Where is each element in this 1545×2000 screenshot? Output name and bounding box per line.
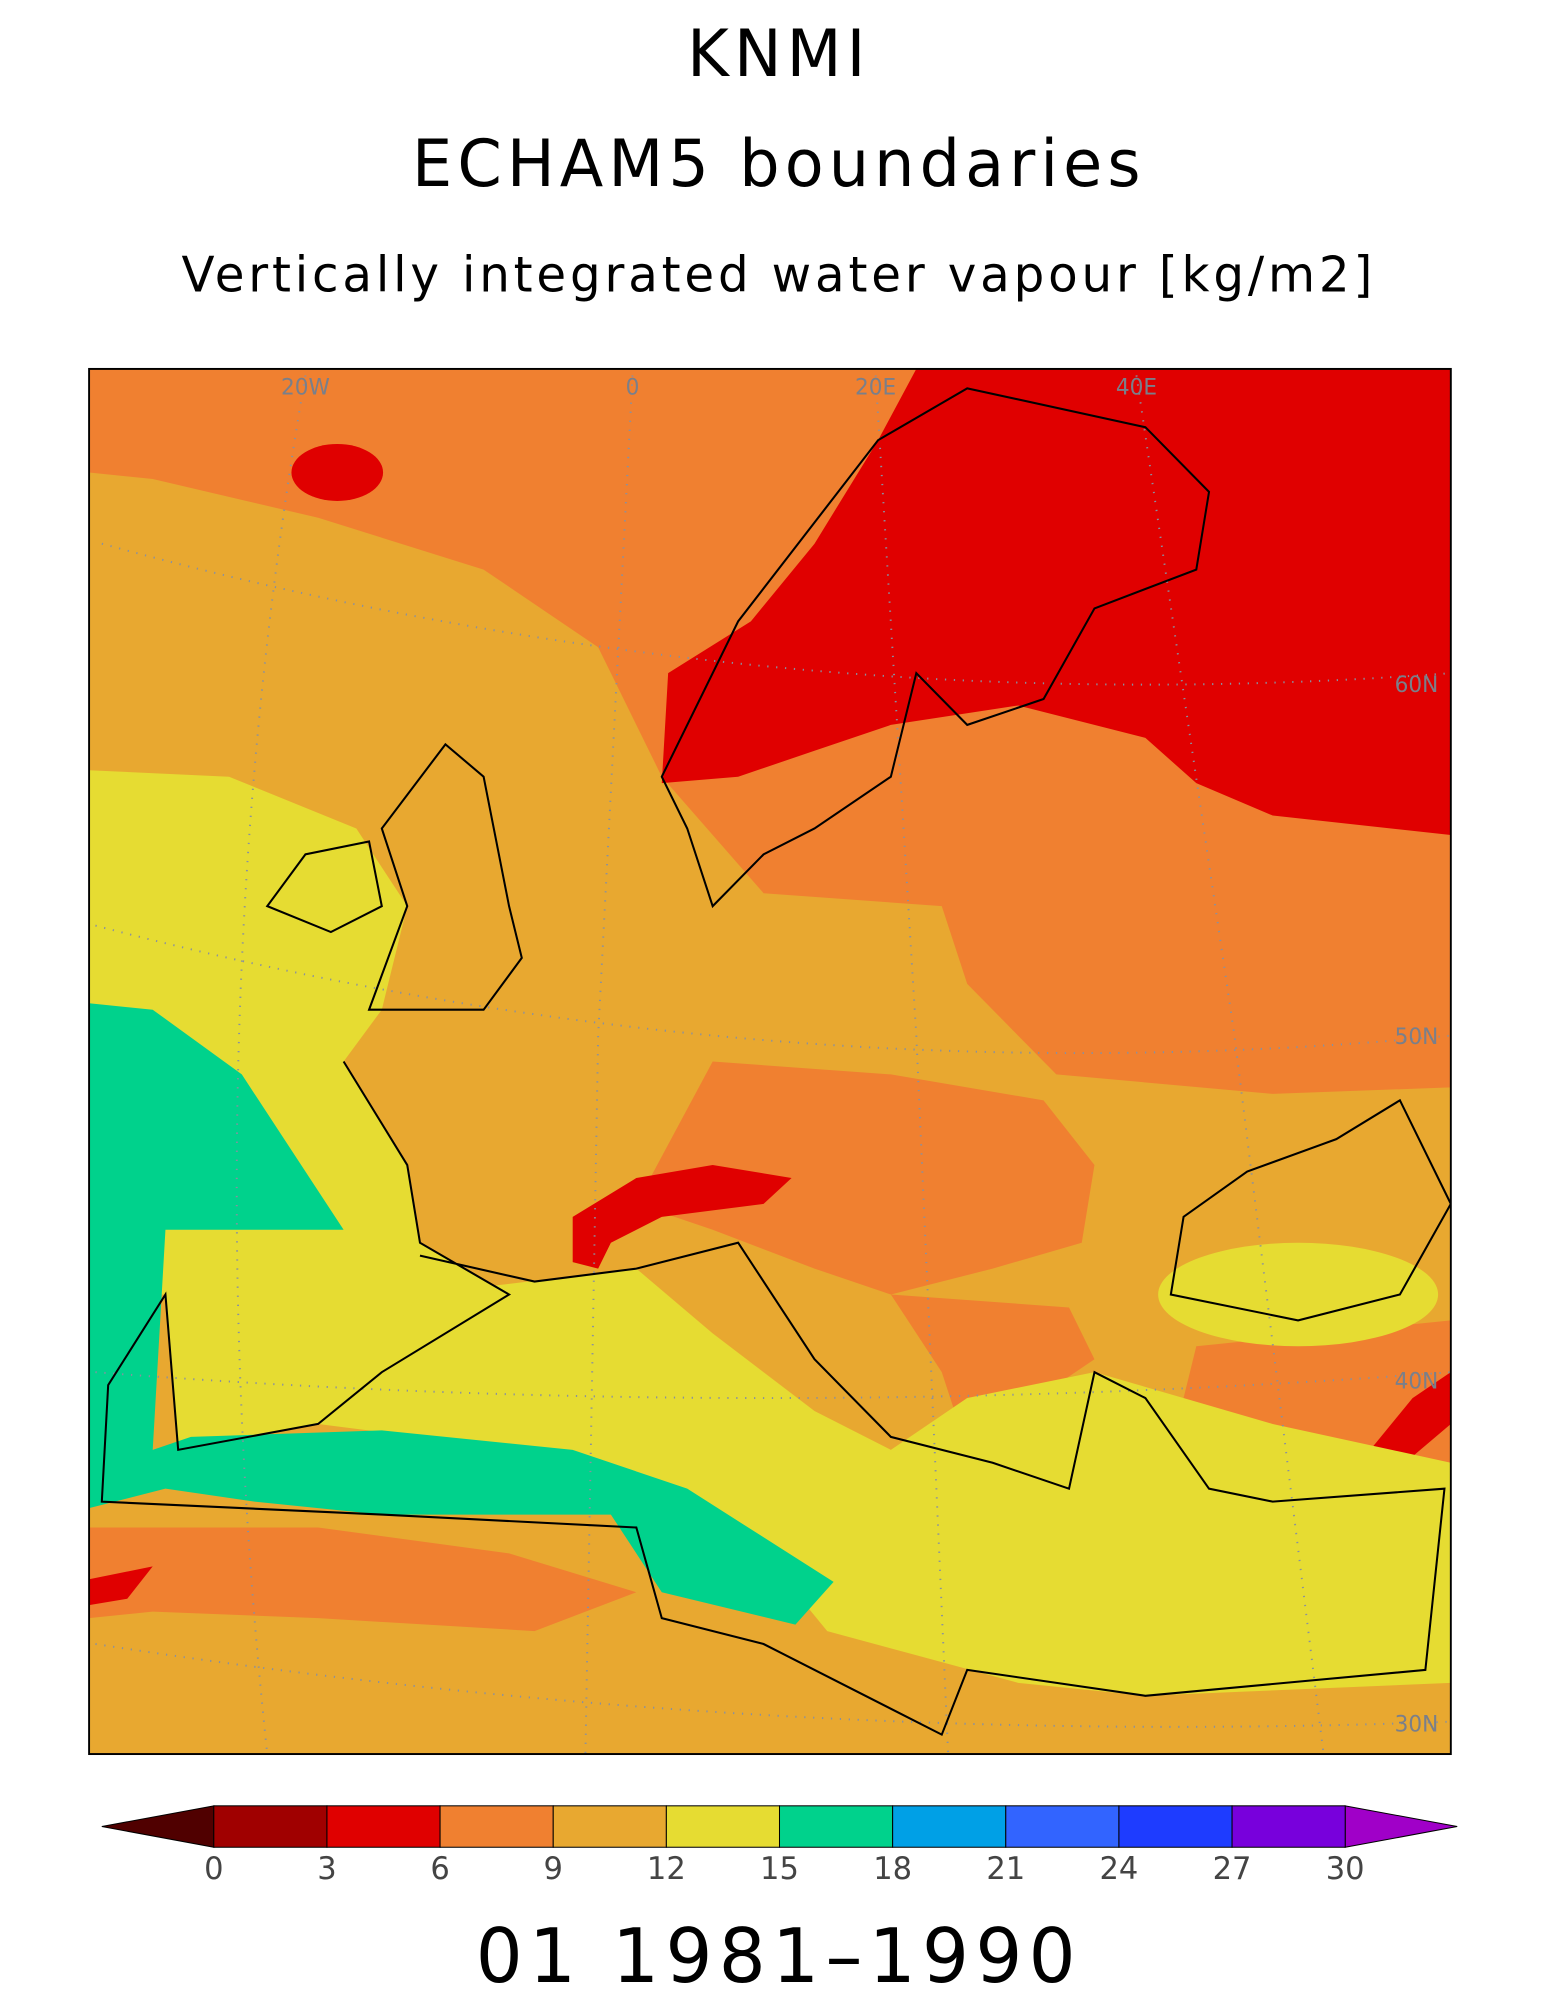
colorbar-segment	[1118, 1805, 1233, 1848]
lat-label: 50N	[1395, 1025, 1439, 1050]
colorbar-segment	[326, 1805, 441, 1848]
colorbar-tick-label: 12	[647, 1851, 686, 1887]
colorbar-tick-label: 21	[986, 1851, 1025, 1887]
lat-label: 30N	[1395, 1712, 1439, 1737]
colorbar-tick-label: 24	[1099, 1851, 1138, 1887]
lon-label: 40E	[1116, 375, 1157, 400]
colorbar-tick-label: 18	[873, 1851, 912, 1887]
colorbar-tick-label: 15	[760, 1851, 799, 1887]
colorbar-tick-label: 27	[1213, 1851, 1252, 1887]
variable-title: Vertically integrated water vapour [kg/m…	[182, 246, 1377, 303]
map-field	[89, 368, 1451, 1755]
lon-label: 20E	[855, 375, 896, 400]
colorbar-segment	[1005, 1805, 1120, 1848]
colorbar: 0 3 6 9 12 15 18 21 24 27 30	[101, 1805, 1458, 1887]
colorbar-arrow-high	[1344, 1805, 1458, 1848]
colorbar-tick-label: 3	[317, 1851, 336, 1887]
footer: 01 1981–1990	[476, 1912, 1082, 2000]
map-frame	[88, 367, 1452, 1756]
colorbar-segment	[213, 1805, 328, 1848]
colorbar-segment	[552, 1805, 667, 1848]
title: KNMI	[687, 16, 870, 92]
colorbar-segment	[439, 1805, 554, 1848]
lon-label: 0	[626, 375, 640, 400]
lon-label: 20W	[281, 375, 330, 400]
colorbar-tick-label: 6	[430, 1851, 449, 1887]
lat-label: 60N	[1395, 673, 1439, 698]
colorbar-tick-label: 30	[1326, 1851, 1365, 1887]
colorbar-tick-label: 9	[544, 1851, 563, 1887]
colorbar-segment	[892, 1805, 1007, 1848]
colorbar-arrow-low	[101, 1805, 215, 1848]
subtitle: ECHAM5 boundaries	[412, 127, 1146, 203]
geo-labels: 20W 0 20E 40E 60N 50N 40N 30N	[281, 375, 1438, 1737]
lat-label: 40N	[1395, 1369, 1439, 1394]
colorbar-tick-label: 0	[204, 1851, 223, 1887]
colorbar-segment	[665, 1805, 781, 1848]
colorbar-segment	[778, 1805, 894, 1848]
colorbar-segment	[1231, 1805, 1346, 1848]
